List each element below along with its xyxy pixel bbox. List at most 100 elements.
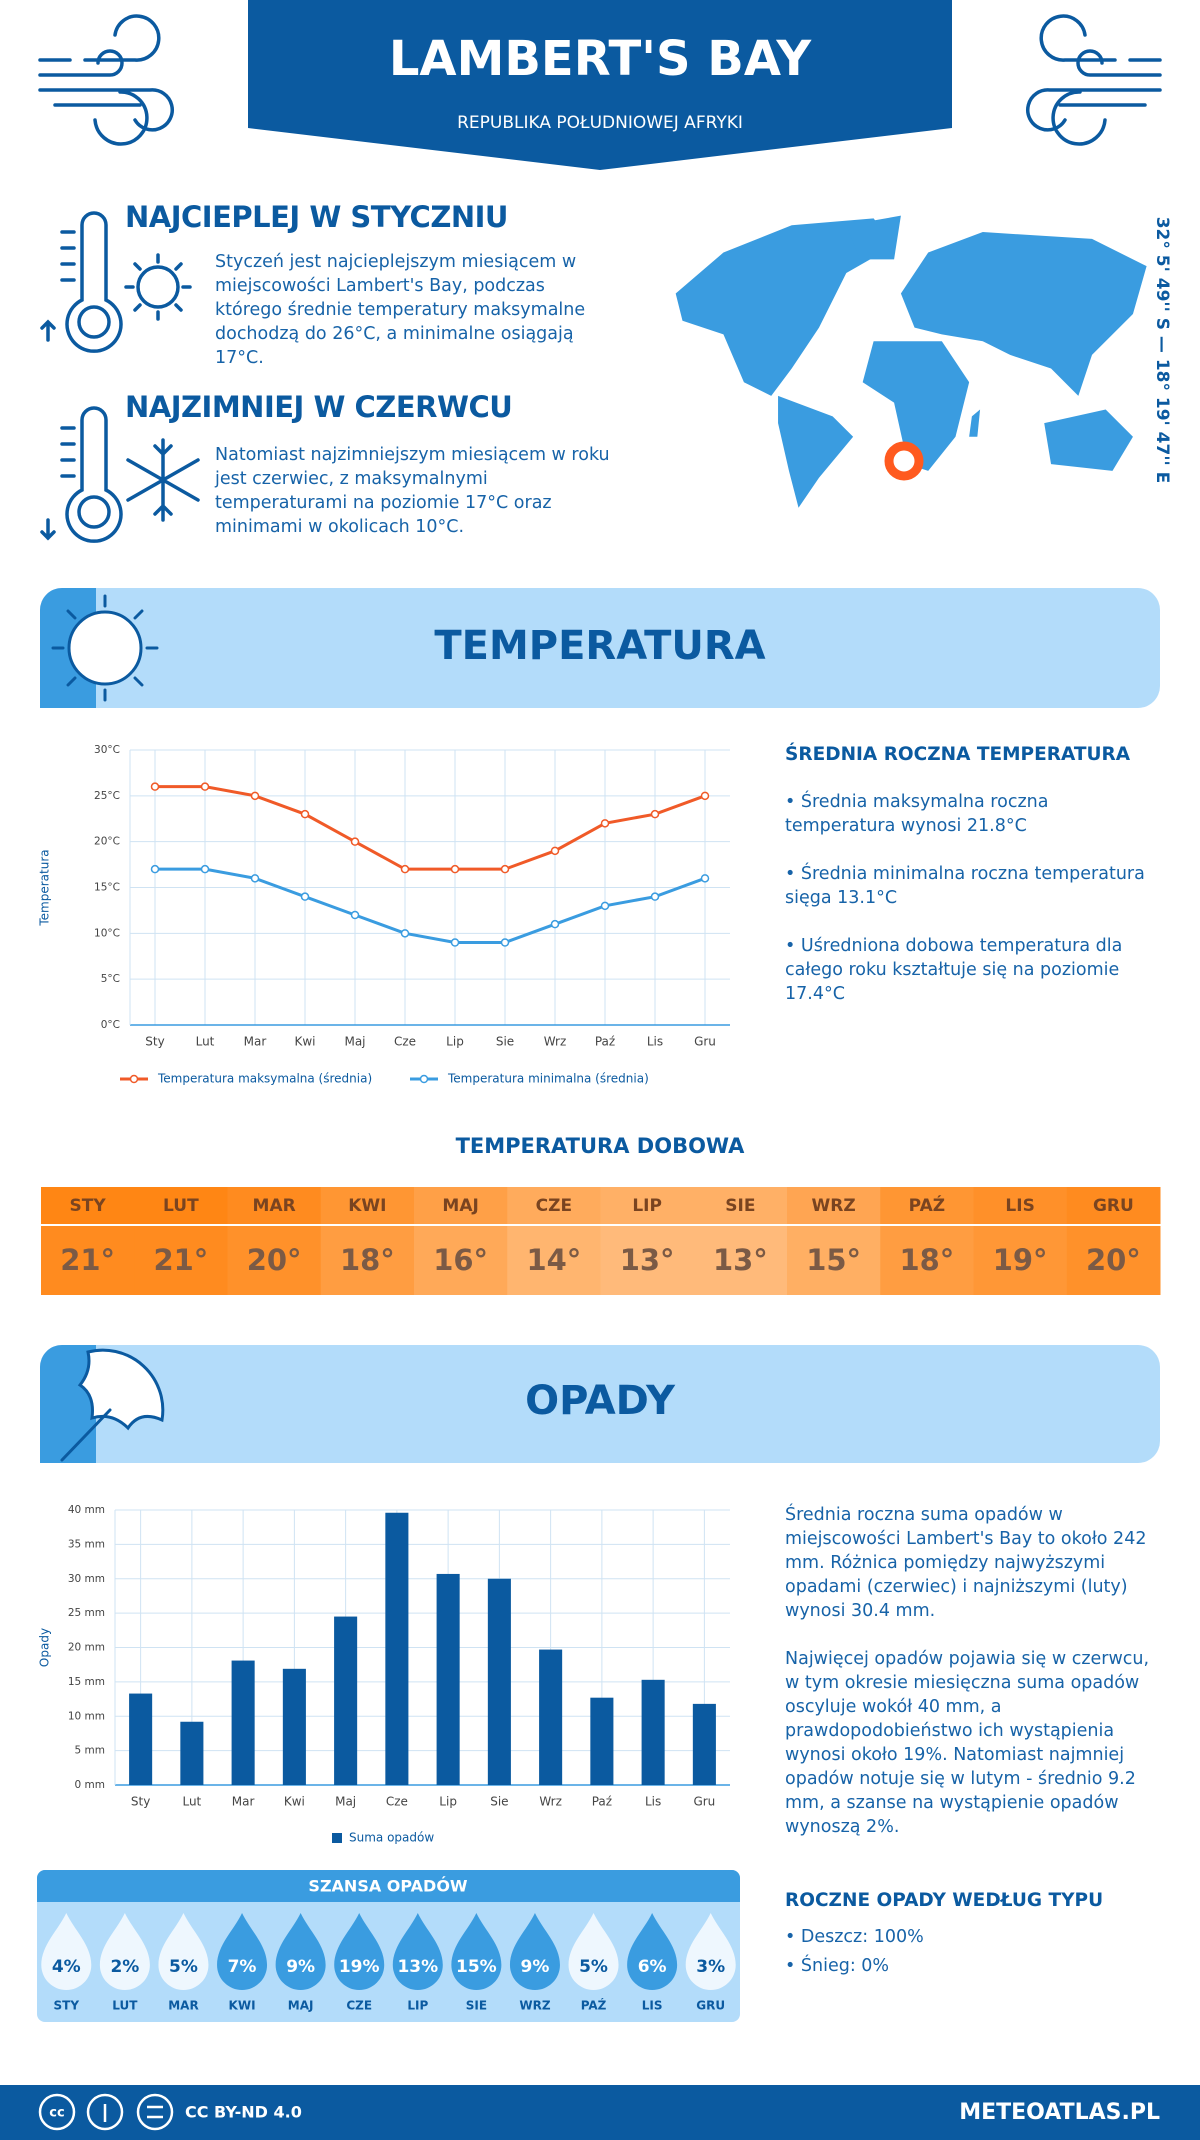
legend-swatch — [332, 1833, 342, 1843]
drop-month: LIS — [642, 1999, 663, 2013]
bar — [129, 1693, 153, 1785]
types-title: ROCZNE OPADY WEDŁUG TYPU — [785, 1890, 1104, 1911]
precip-paragraph: Najwięcej opadów pojawia się w czerwcu, … — [785, 1649, 1150, 1837]
site-name: METEOATLAS.PL — [959, 2100, 1160, 2125]
table-value: 21° — [153, 1243, 208, 1277]
precip-paragraph: Średnia roczna suma opadów w miejscowośc… — [785, 1505, 1147, 1621]
world-map — [675, 215, 1147, 508]
x-tick-label: Lip — [446, 1035, 464, 1049]
rain-drop — [41, 1913, 92, 1990]
point — [200, 864, 210, 874]
precip-text: Średnia roczna suma opadów w miejscowośc… — [785, 1503, 1155, 1863]
x-tick-label: Lut — [196, 1035, 215, 1049]
umbrella-icon — [60, 1348, 165, 1462]
point — [550, 846, 560, 856]
cold-title: NAJZIMNIEJ W CZERWCU — [125, 390, 513, 424]
table-value-cell — [414, 1226, 508, 1295]
rain-drop — [568, 1913, 619, 1990]
y-tick-label: 0°C — [101, 1019, 120, 1031]
bar — [641, 1679, 665, 1785]
table-value: 18° — [899, 1243, 954, 1277]
drop-month: MAR — [168, 1999, 198, 2013]
drop-label: 7% — [228, 1957, 257, 1977]
rain-drop — [158, 1913, 209, 1990]
table-value-cell — [320, 1226, 415, 1295]
bar — [436, 1573, 460, 1785]
chance-box — [37, 1870, 740, 2022]
x-tick-label: Wrz — [544, 1035, 567, 1049]
bar — [385, 1512, 409, 1785]
legend-label: Temperatura maksymalna (średnia) — [157, 1072, 372, 1086]
cold-icon — [40, 406, 200, 543]
wind-icon — [38, 14, 174, 146]
table-value: 15° — [806, 1243, 861, 1277]
table-value-cell — [880, 1226, 974, 1295]
y-tick-label: 30 mm — [68, 1573, 105, 1585]
table-value: 13° — [713, 1243, 768, 1277]
rain-drop — [627, 1913, 678, 1990]
x-tick-label: Sty — [145, 1035, 164, 1049]
drop-month: GRU — [696, 1999, 725, 2013]
x-tick-label: Lis — [647, 1035, 663, 1049]
y-tick-label: 25 mm — [68, 1607, 105, 1619]
location-marker — [884, 441, 924, 481]
table-header-cell — [880, 1187, 974, 1224]
sun-icon — [51, 594, 159, 702]
table-value: 20° — [247, 1243, 302, 1277]
header-banner — [248, 0, 952, 170]
table-header-cell — [600, 1187, 695, 1224]
rain-drop — [509, 1913, 560, 1990]
license-icons: cc — [38, 2093, 174, 2131]
table-value-cell — [693, 1226, 788, 1295]
x-tick-label: Wrz — [539, 1795, 562, 1809]
point — [250, 791, 260, 801]
x-tick-label: Kwi — [284, 1795, 305, 1809]
types-list: • Deszcz: 100% • Śnieg: 0% — [785, 1923, 1155, 1981]
footer-bar — [0, 2085, 1200, 2140]
y-tick-label: 5 mm — [75, 1745, 105, 1757]
point — [550, 919, 560, 929]
table-header-cell — [787, 1187, 881, 1224]
drop-label: 19% — [339, 1957, 380, 1977]
point — [500, 938, 510, 947]
summary-item: • Średnia maksymalna roczna temperatura … — [785, 792, 1049, 836]
y-tick-label: 35 mm — [68, 1538, 105, 1550]
y-tick-label: 15 mm — [68, 1676, 105, 1688]
point — [650, 809, 660, 819]
drop-month: CZE — [346, 1999, 372, 2013]
table-value: 14° — [526, 1243, 581, 1277]
legend-swatch — [129, 1074, 139, 1084]
x-tick-label: Kwi — [294, 1035, 315, 1049]
bar — [334, 1616, 358, 1785]
table-header-cell — [320, 1187, 415, 1224]
legend-swatch — [419, 1074, 429, 1084]
legend-label: Temperatura minimalna (średnia) — [447, 1072, 649, 1086]
drop-label: 2% — [110, 1957, 139, 1977]
point — [300, 892, 310, 901]
chance-title: SZANSA OPADÓW — [308, 1877, 468, 1896]
drop-month: LUT — [112, 1999, 138, 2013]
summary-list: • Średnia maksymalna roczna temperatura … — [785, 790, 1155, 1030]
warm-title: NAJCIEPLEJ W STYCZNIU — [125, 200, 508, 234]
point — [150, 782, 160, 791]
bar — [282, 1668, 306, 1785]
point — [200, 782, 210, 791]
table-month: MAR — [253, 1196, 296, 1216]
table-header-cell — [507, 1187, 601, 1224]
table-value: 19° — [993, 1243, 1048, 1277]
rain-drop — [99, 1913, 150, 1990]
drop-month: SIE — [466, 1999, 487, 2013]
table-header-cell — [693, 1187, 788, 1224]
section-banner — [40, 588, 1160, 708]
y-axis-label: Opady — [38, 1628, 52, 1667]
types-item: • Deszcz: 100% — [785, 1927, 924, 1947]
x-tick-label: Cze — [386, 1795, 408, 1809]
table-month: SIE — [725, 1196, 755, 1216]
rain-drop — [392, 1913, 443, 1990]
summary-item: • Uśredniona dobowa temperatura dla całe… — [785, 936, 1123, 1004]
point — [500, 864, 510, 874]
table-month: WRZ — [812, 1196, 856, 1216]
table-header-cell — [973, 1187, 1068, 1224]
drop-label: 15% — [456, 1957, 497, 1977]
drop-month: WRZ — [519, 1999, 550, 2013]
